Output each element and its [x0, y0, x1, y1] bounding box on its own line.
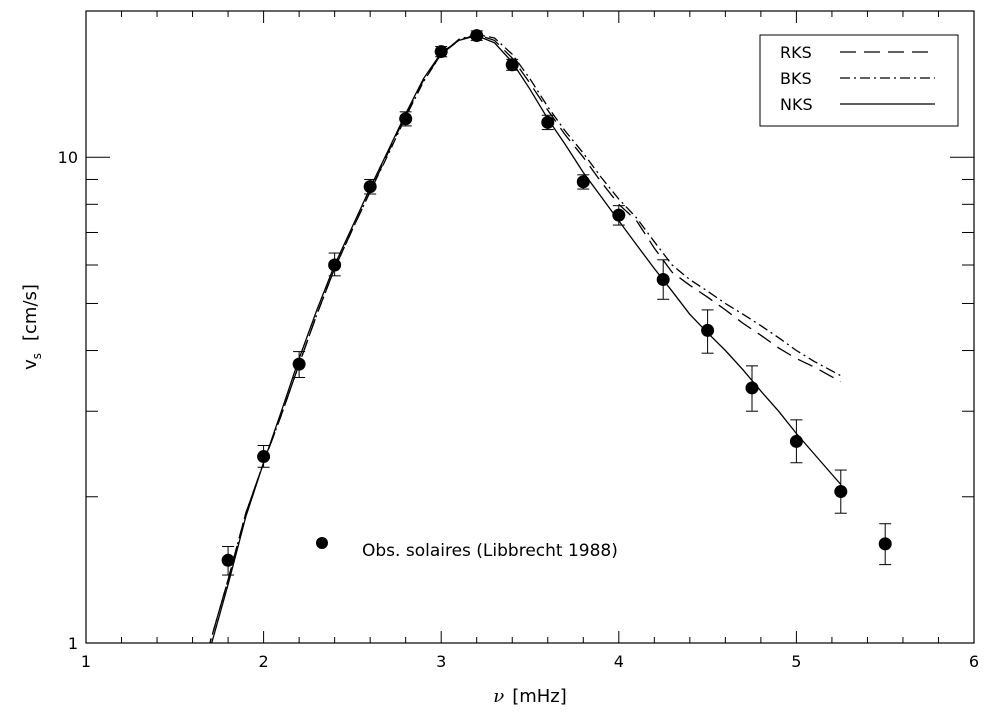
svg-text:vs[cm/s]: vs [cm/s] — [20, 284, 44, 370]
observation-point — [221, 553, 235, 567]
plot-frame — [85, 10, 975, 644]
observation-point — [434, 45, 448, 59]
legend-label-rks: RKS — [780, 43, 812, 62]
y-tick-label: 1 — [68, 634, 78, 653]
observation-point — [541, 115, 555, 129]
y-axis-ticks — [86, 10, 974, 644]
y-axis-title: vs [cm/s] — [20, 284, 44, 370]
x-axis-title: ν [mHz] — [493, 686, 567, 707]
y-axis-units: [cm/s] — [20, 284, 41, 341]
observation-points — [221, 29, 892, 576]
x-axis-symbol: ν — [493, 686, 504, 707]
observation-point — [745, 381, 759, 395]
x-tick-label: 4 — [614, 652, 624, 671]
observation-point — [612, 208, 626, 222]
y-axis-tick-labels: 1 10 — [58, 148, 78, 653]
observation-point — [328, 258, 342, 272]
obs-legend-label: Obs. solaires (Libbrecht 1988) — [362, 541, 618, 561]
x-tick-label: 3 — [436, 652, 446, 671]
series-bks-line — [209, 33, 842, 643]
observation-point — [789, 434, 803, 448]
observation-point — [576, 175, 590, 189]
legend-box — [759, 34, 959, 127]
obs-legend-marker — [316, 537, 328, 549]
y-axis-subscript: s — [30, 353, 44, 359]
observation-point — [257, 450, 271, 464]
series-nks-line — [211, 34, 842, 643]
observation-point — [878, 537, 892, 551]
observation-point — [701, 323, 715, 337]
legend-label-nks: NKS — [780, 95, 813, 114]
observation-point — [292, 357, 306, 371]
x-tick-label: 2 — [259, 652, 269, 671]
x-tick-label: 6 — [969, 652, 979, 671]
observation-point — [656, 273, 670, 287]
model-curves — [209, 33, 842, 643]
observation-point — [834, 485, 848, 499]
legend-label-bks: BKS — [780, 69, 812, 88]
observation-point — [470, 29, 484, 43]
x-axis-tick-labels: 1 2 3 4 5 6 — [81, 652, 979, 671]
x-tick-label: 1 — [81, 652, 91, 671]
y-tick-label: 10 — [58, 148, 78, 167]
x-axis-ticks — [85, 11, 975, 643]
observation-point — [505, 58, 519, 72]
legend: RKS BKS NKS — [759, 34, 959, 127]
x-tick-label: 5 — [791, 652, 801, 671]
observation-point — [399, 112, 413, 126]
y-axis-symbol: v — [20, 359, 41, 370]
x-axis-units: [mHz] — [512, 686, 567, 707]
observation-point — [363, 180, 377, 194]
